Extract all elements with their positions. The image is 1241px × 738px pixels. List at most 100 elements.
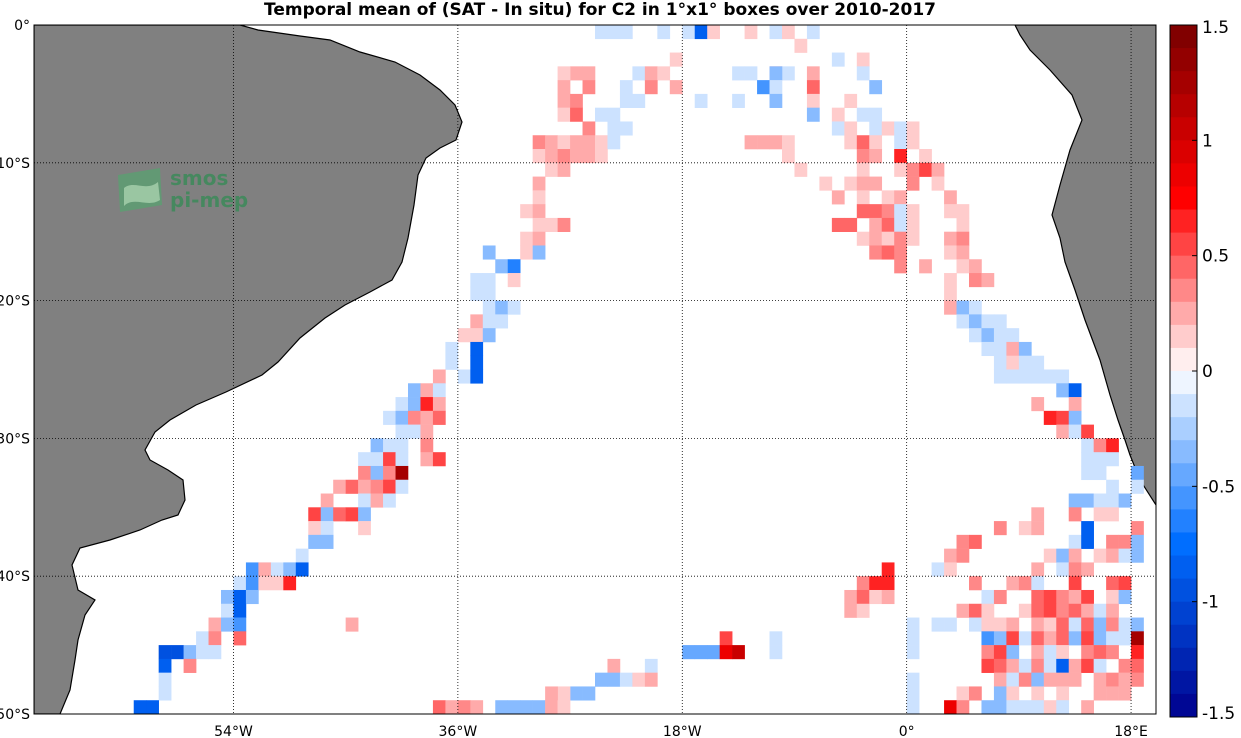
data-cell xyxy=(657,25,671,40)
data-cell xyxy=(1056,617,1070,632)
data-cell xyxy=(906,204,920,219)
data-cell xyxy=(1043,410,1057,425)
data-cell xyxy=(320,534,334,549)
data-cell xyxy=(932,714,945,728)
data-cell xyxy=(308,534,322,549)
data-cell xyxy=(1043,645,1057,660)
colorbar-tick-label: 1 xyxy=(1202,131,1213,151)
data-cell xyxy=(333,479,346,494)
data-cell xyxy=(1031,397,1045,412)
data-cell xyxy=(769,80,783,95)
data-cell xyxy=(644,80,658,95)
data-cell xyxy=(1081,631,1094,646)
data-cell xyxy=(1018,672,1032,687)
data-cell xyxy=(869,576,883,591)
data-cell xyxy=(969,300,982,315)
data-cell xyxy=(420,410,434,425)
data-cell xyxy=(1106,493,1119,508)
data-cell xyxy=(532,231,546,246)
data-cell xyxy=(358,493,371,508)
data-cell xyxy=(445,700,459,714)
data-cell xyxy=(333,507,346,522)
data-cell xyxy=(1056,700,1070,714)
data-cell xyxy=(283,576,297,591)
data-cell xyxy=(906,231,920,246)
data-cell xyxy=(881,231,895,246)
data-cell xyxy=(358,465,371,481)
colorbar-swatch xyxy=(1170,394,1197,418)
data-cell xyxy=(894,190,907,205)
colorbar-swatch xyxy=(1170,163,1197,187)
data-cell xyxy=(1043,548,1057,563)
data-cell xyxy=(1031,507,1045,522)
data-cell xyxy=(370,452,384,467)
data-cell xyxy=(1081,521,1094,536)
colorbar-tick-label: -1 xyxy=(1202,593,1219,613)
data-cell xyxy=(1056,548,1070,563)
data-cell xyxy=(408,397,421,412)
data-cell xyxy=(1006,355,1020,370)
data-cell xyxy=(1006,658,1020,673)
data-cell xyxy=(1118,617,1132,632)
data-cell xyxy=(1106,686,1119,701)
data-cell xyxy=(1106,479,1119,494)
data-cell xyxy=(956,603,970,618)
data-cell xyxy=(744,135,758,150)
data-cell xyxy=(607,135,621,150)
data-cell xyxy=(395,397,409,412)
data-cell xyxy=(370,465,384,481)
data-cell xyxy=(1043,672,1057,687)
data-cell xyxy=(931,176,945,191)
data-cell xyxy=(831,121,845,136)
data-cell xyxy=(906,672,920,687)
data-cell xyxy=(919,149,932,164)
data-cell xyxy=(1093,452,1107,467)
data-cell xyxy=(1018,700,1032,714)
data-cell xyxy=(782,66,795,81)
data-cell xyxy=(370,438,384,453)
data-cell xyxy=(358,521,371,536)
data-cell xyxy=(196,631,209,646)
data-cell xyxy=(1031,700,1045,714)
data-cell xyxy=(881,204,895,219)
data-cell xyxy=(557,135,571,150)
data-cell xyxy=(856,162,870,177)
lon-tick-label: 36°W xyxy=(439,724,478,738)
data-cell xyxy=(158,645,172,660)
data-cell xyxy=(944,700,957,714)
data-cell xyxy=(981,341,995,357)
data-cell xyxy=(1131,521,1144,536)
data-cell xyxy=(719,631,733,646)
graticule xyxy=(34,25,1156,714)
data-cell xyxy=(595,135,608,150)
data-cell xyxy=(993,617,1007,632)
data-cell xyxy=(794,162,808,177)
data-cell xyxy=(345,479,359,494)
data-cell xyxy=(520,204,533,219)
data-cell xyxy=(295,562,309,577)
data-cell xyxy=(969,617,982,632)
data-cell xyxy=(470,314,484,329)
data-cell xyxy=(981,617,995,632)
data-cell xyxy=(1118,548,1132,563)
colorbar-tick-labels: 1.5 1 0.5 0 -0.5 -1 -1.5 xyxy=(1192,18,1235,724)
data-cell xyxy=(856,149,870,164)
data-cell xyxy=(470,355,484,370)
data-cell xyxy=(806,80,820,95)
data-cell xyxy=(221,603,234,618)
data-cell xyxy=(806,93,820,108)
data-cell xyxy=(1043,603,1057,618)
data-cell xyxy=(1106,438,1119,453)
data-cell xyxy=(1106,507,1119,522)
data-cell xyxy=(1018,631,1032,646)
data-cell xyxy=(1031,686,1045,701)
data-cell xyxy=(619,80,633,95)
colorbar-swatch xyxy=(1170,278,1197,303)
data-cell xyxy=(395,410,409,425)
data-cell xyxy=(844,589,858,605)
data-cell xyxy=(844,217,858,232)
data-cell xyxy=(245,589,259,605)
data-cell xyxy=(320,493,334,508)
data-cell xyxy=(432,397,446,412)
lat-tick-label: 20°S xyxy=(0,294,30,310)
